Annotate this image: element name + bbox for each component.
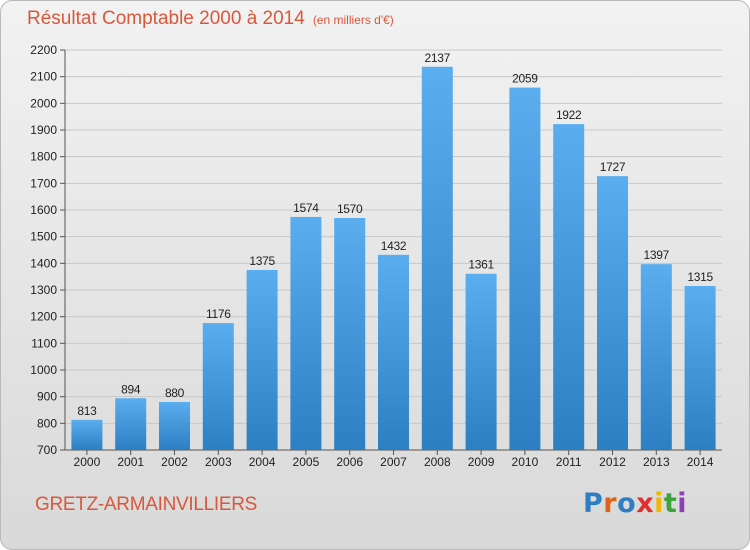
- logo-letter: i: [677, 488, 688, 519]
- bar: [378, 254, 409, 450]
- chart-subtitle: (en milliers d'€): [312, 13, 394, 27]
- x-tick-label: 2002: [161, 455, 188, 469]
- x-tick-label: 2013: [643, 455, 670, 469]
- data-label: 813: [77, 404, 97, 418]
- data-labels: 813 894 880 1176 1375 1574 1570 1432 2137 1361 205…: [77, 51, 713, 418]
- x-tick-label: 2006: [336, 455, 363, 469]
- x-tick-label: 2003: [205, 455, 232, 469]
- x-axis: 2000 2001 2002 2003 2004 2005 2006 2007 2008 2009…: [74, 450, 714, 469]
- bar: [159, 402, 190, 450]
- y-tick-label: 1800: [30, 150, 57, 164]
- x-tick-label: 2001: [117, 455, 144, 469]
- data-label: 1375: [249, 254, 275, 268]
- chart-title-text: Résultat Comptable 2000 à 2014: [27, 8, 305, 29]
- logo-letter: r: [603, 488, 618, 519]
- y-tick-label: 1200: [30, 310, 57, 324]
- data-label: 894: [121, 382, 141, 396]
- x-tick-label: 2010: [512, 455, 539, 469]
- proxiti-logo: Proxiti: [583, 488, 687, 519]
- data-label: 1727: [600, 160, 626, 174]
- logo-letter: t: [663, 488, 678, 519]
- y-tick-label: 1000: [30, 363, 57, 377]
- x-tick-label: 2005: [293, 455, 320, 469]
- data-label: 2059: [512, 72, 538, 86]
- bar: [290, 216, 322, 450]
- bar: [597, 176, 628, 450]
- bar: [334, 218, 366, 450]
- data-label: 880: [165, 386, 185, 400]
- data-label: 1570: [337, 202, 363, 216]
- y-tick-label: 1100: [31, 336, 57, 350]
- bar: [684, 286, 716, 450]
- bar: [115, 398, 147, 450]
- y-tick-label: 2200: [30, 43, 57, 57]
- data-label: 1922: [556, 108, 582, 122]
- x-tick-label: 2012: [599, 455, 626, 469]
- bar: [509, 87, 541, 450]
- y-tick-label: 700: [37, 443, 57, 457]
- y-tick-label: 2000: [30, 96, 57, 110]
- y-tick-label: 1300: [30, 283, 57, 297]
- data-label: 1432: [381, 239, 407, 253]
- logo-letter: o: [617, 488, 637, 519]
- data-label: 1176: [206, 307, 231, 321]
- bar: [71, 419, 103, 450]
- x-tick-label: 2008: [424, 455, 451, 469]
- data-label: 2137: [425, 51, 451, 65]
- bar: [553, 124, 585, 450]
- y-tick-label: 1900: [30, 123, 57, 137]
- y-tick-label: 1400: [30, 256, 57, 270]
- data-label: 1397: [644, 248, 670, 262]
- logo-letter: x: [636, 488, 655, 519]
- x-tick-label: 2004: [249, 455, 276, 469]
- x-tick-label: 2007: [380, 455, 407, 469]
- y-tick-label: 1500: [30, 230, 57, 244]
- bar: [421, 66, 453, 451]
- bar: [465, 273, 497, 450]
- bars: [71, 66, 716, 451]
- data-label: 1361: [468, 258, 494, 272]
- y-tick-label: 800: [37, 416, 57, 430]
- commune-name: GRETZ-ARMAINVILLIERS: [35, 494, 258, 515]
- y-tick-label: 2100: [30, 70, 57, 84]
- y-tick-label: 1600: [30, 203, 57, 217]
- bar: [640, 264, 672, 450]
- data-label: 1574: [293, 201, 319, 215]
- y-tick-label: 1700: [30, 176, 57, 190]
- chart-title: Résultat Comptable 2000 à 2014 (en millie…: [27, 8, 394, 30]
- x-tick-label: 2000: [74, 455, 101, 469]
- logo-letter: i: [654, 488, 664, 519]
- y-tick-label: 900: [37, 390, 57, 404]
- data-label: 1315: [687, 270, 713, 284]
- bar: [246, 270, 278, 450]
- x-tick-label: 2011: [556, 455, 582, 469]
- x-tick-label: 2014: [687, 455, 714, 469]
- logo-letter: P: [583, 488, 604, 519]
- bar: [202, 323, 234, 450]
- x-tick-label: 2009: [468, 455, 495, 469]
